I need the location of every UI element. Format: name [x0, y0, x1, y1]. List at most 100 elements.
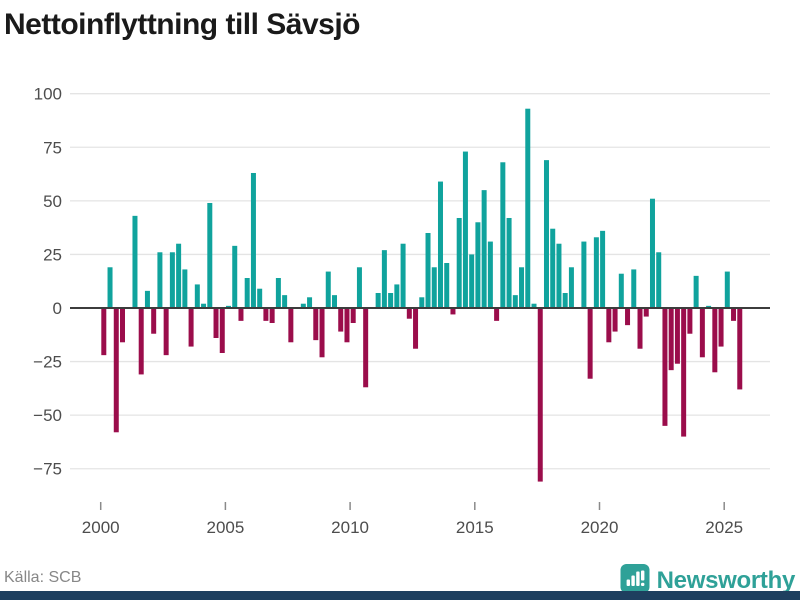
- bar-2024Q2: [706, 305, 712, 308]
- bar-2001Q2: [132, 215, 138, 308]
- bar-2013Q2: [431, 267, 437, 308]
- bar-2008Q1: [300, 303, 306, 308]
- bar-2015Q4: [494, 308, 500, 321]
- bar-2015Q2: [481, 190, 487, 308]
- bar-2013Q4: [444, 263, 450, 308]
- y-axis-label: −25: [33, 353, 62, 372]
- bar-2009Q4: [344, 308, 350, 343]
- bar-2016Q2: [506, 217, 512, 308]
- bar-2004Q1: [201, 303, 207, 308]
- bar-2001Q3: [138, 308, 144, 375]
- bar-2008Q3: [313, 308, 319, 341]
- bar-2009Q1: [325, 271, 331, 308]
- bar-2006Q1: [250, 172, 256, 308]
- bar-2024Q4: [718, 308, 724, 347]
- bar-2022Q3: [662, 308, 668, 426]
- bar-2008Q2: [307, 297, 313, 308]
- bar-2010Q1: [350, 308, 356, 323]
- bar-2006Q4: [269, 308, 275, 323]
- bar-2017Q1: [525, 108, 531, 308]
- bar-2001Q4: [144, 290, 150, 308]
- bar-2011Q2: [381, 250, 387, 308]
- bar-2005Q2: [232, 245, 238, 308]
- bar-2010Q3: [363, 308, 369, 388]
- bar-2005Q3: [238, 308, 244, 321]
- x-axis-label: 2025: [705, 518, 743, 537]
- bottom-accent-bar: [0, 591, 800, 600]
- bar-2016Q1: [500, 162, 506, 308]
- bar-2022Q1: [649, 198, 655, 308]
- x-axis-label: 2010: [331, 518, 369, 537]
- bar-2015Q1: [475, 222, 481, 308]
- bar-2002Q2: [157, 252, 163, 308]
- bar-2017Q3: [537, 308, 543, 482]
- y-axis-label: 0: [53, 299, 62, 318]
- bar-2024Q3: [712, 308, 718, 373]
- bar-2014Q1: [450, 308, 456, 315]
- bar-2000Q2: [107, 267, 113, 308]
- bar-2018Q2: [556, 243, 562, 308]
- bar-2019Q3: [587, 308, 593, 379]
- y-axis-label: 75: [43, 138, 62, 157]
- bar-2008Q4: [319, 308, 325, 358]
- bar-2025Q1: [724, 271, 730, 308]
- bar-2000Q3: [113, 308, 119, 433]
- newsworthy-logo-text: Newsworthy: [656, 566, 796, 594]
- bar-2013Q1: [425, 233, 431, 308]
- bar-2009Q2: [332, 295, 337, 308]
- bar-2018Q3: [562, 293, 568, 308]
- bar-2014Q2: [456, 217, 462, 308]
- y-axis-label: 50: [43, 192, 62, 211]
- page-title: Nettoinflyttning till Sävsjö: [4, 8, 361, 41]
- bar-2011Q4: [394, 284, 400, 308]
- bar-2025Q3: [737, 308, 743, 390]
- bar-2014Q3: [462, 151, 468, 308]
- bar-2023Q2: [681, 308, 687, 437]
- bar-2004Q2: [207, 202, 213, 308]
- bar-2017Q4: [543, 160, 549, 308]
- bar-2007Q2: [282, 295, 288, 308]
- bar-2011Q3: [388, 293, 394, 308]
- bar-2025Q2: [731, 308, 737, 321]
- bar-chart: 100 75 50 25 0 −25 −50 −75 2000 2005 2010 2015 2020 2…: [33, 85, 770, 537]
- bar-2024Q1: [699, 308, 705, 358]
- x-axis-label: 2015: [456, 518, 494, 537]
- bar-2006Q3: [263, 308, 269, 321]
- bar-2004Q3: [213, 308, 219, 338]
- bar-2005Q1: [226, 305, 231, 308]
- bar-2003Q4: [194, 284, 200, 308]
- bar-2003Q2: [182, 269, 188, 308]
- bar-2006Q2: [257, 288, 263, 308]
- bar-2012Q3: [413, 308, 419, 349]
- bar-2012Q4: [419, 297, 425, 308]
- bar-2007Q3: [288, 308, 294, 343]
- y-axis-label: −75: [33, 460, 62, 479]
- bar-2021Q4: [643, 308, 649, 317]
- source-note: Källa: SCB: [4, 569, 82, 586]
- x-axis-label: 2005: [206, 518, 244, 537]
- bar-2000Q1: [101, 308, 107, 356]
- bar-2022Q4: [668, 308, 674, 371]
- bar-2014Q4: [469, 254, 475, 308]
- bar-2009Q3: [338, 308, 344, 332]
- x-axis-label: 2020: [581, 518, 619, 537]
- bar-2023Q4: [693, 275, 699, 308]
- bar-2021Q2: [631, 269, 637, 308]
- bar-2017Q2: [531, 303, 537, 308]
- bar-2002Q1: [151, 308, 157, 334]
- bar-2020Q2: [606, 308, 612, 343]
- bar-2021Q1: [625, 308, 631, 326]
- bar-2020Q4: [618, 273, 624, 308]
- x-axis-label: 2000: [82, 518, 120, 537]
- bar-2007Q1: [275, 278, 281, 308]
- y-axis-label: 25: [43, 245, 62, 264]
- bar-2012Q1: [400, 243, 406, 308]
- bar-2016Q3: [512, 295, 518, 308]
- bar-2004Q4: [219, 308, 225, 353]
- bar-2022Q2: [656, 252, 662, 308]
- bar-2020Q1: [600, 230, 606, 308]
- newsworthy-logo: Newsworthy: [620, 562, 795, 599]
- bar-2018Q4: [568, 267, 574, 308]
- bar-2023Q1: [674, 308, 680, 364]
- bar-2010Q2: [356, 267, 362, 308]
